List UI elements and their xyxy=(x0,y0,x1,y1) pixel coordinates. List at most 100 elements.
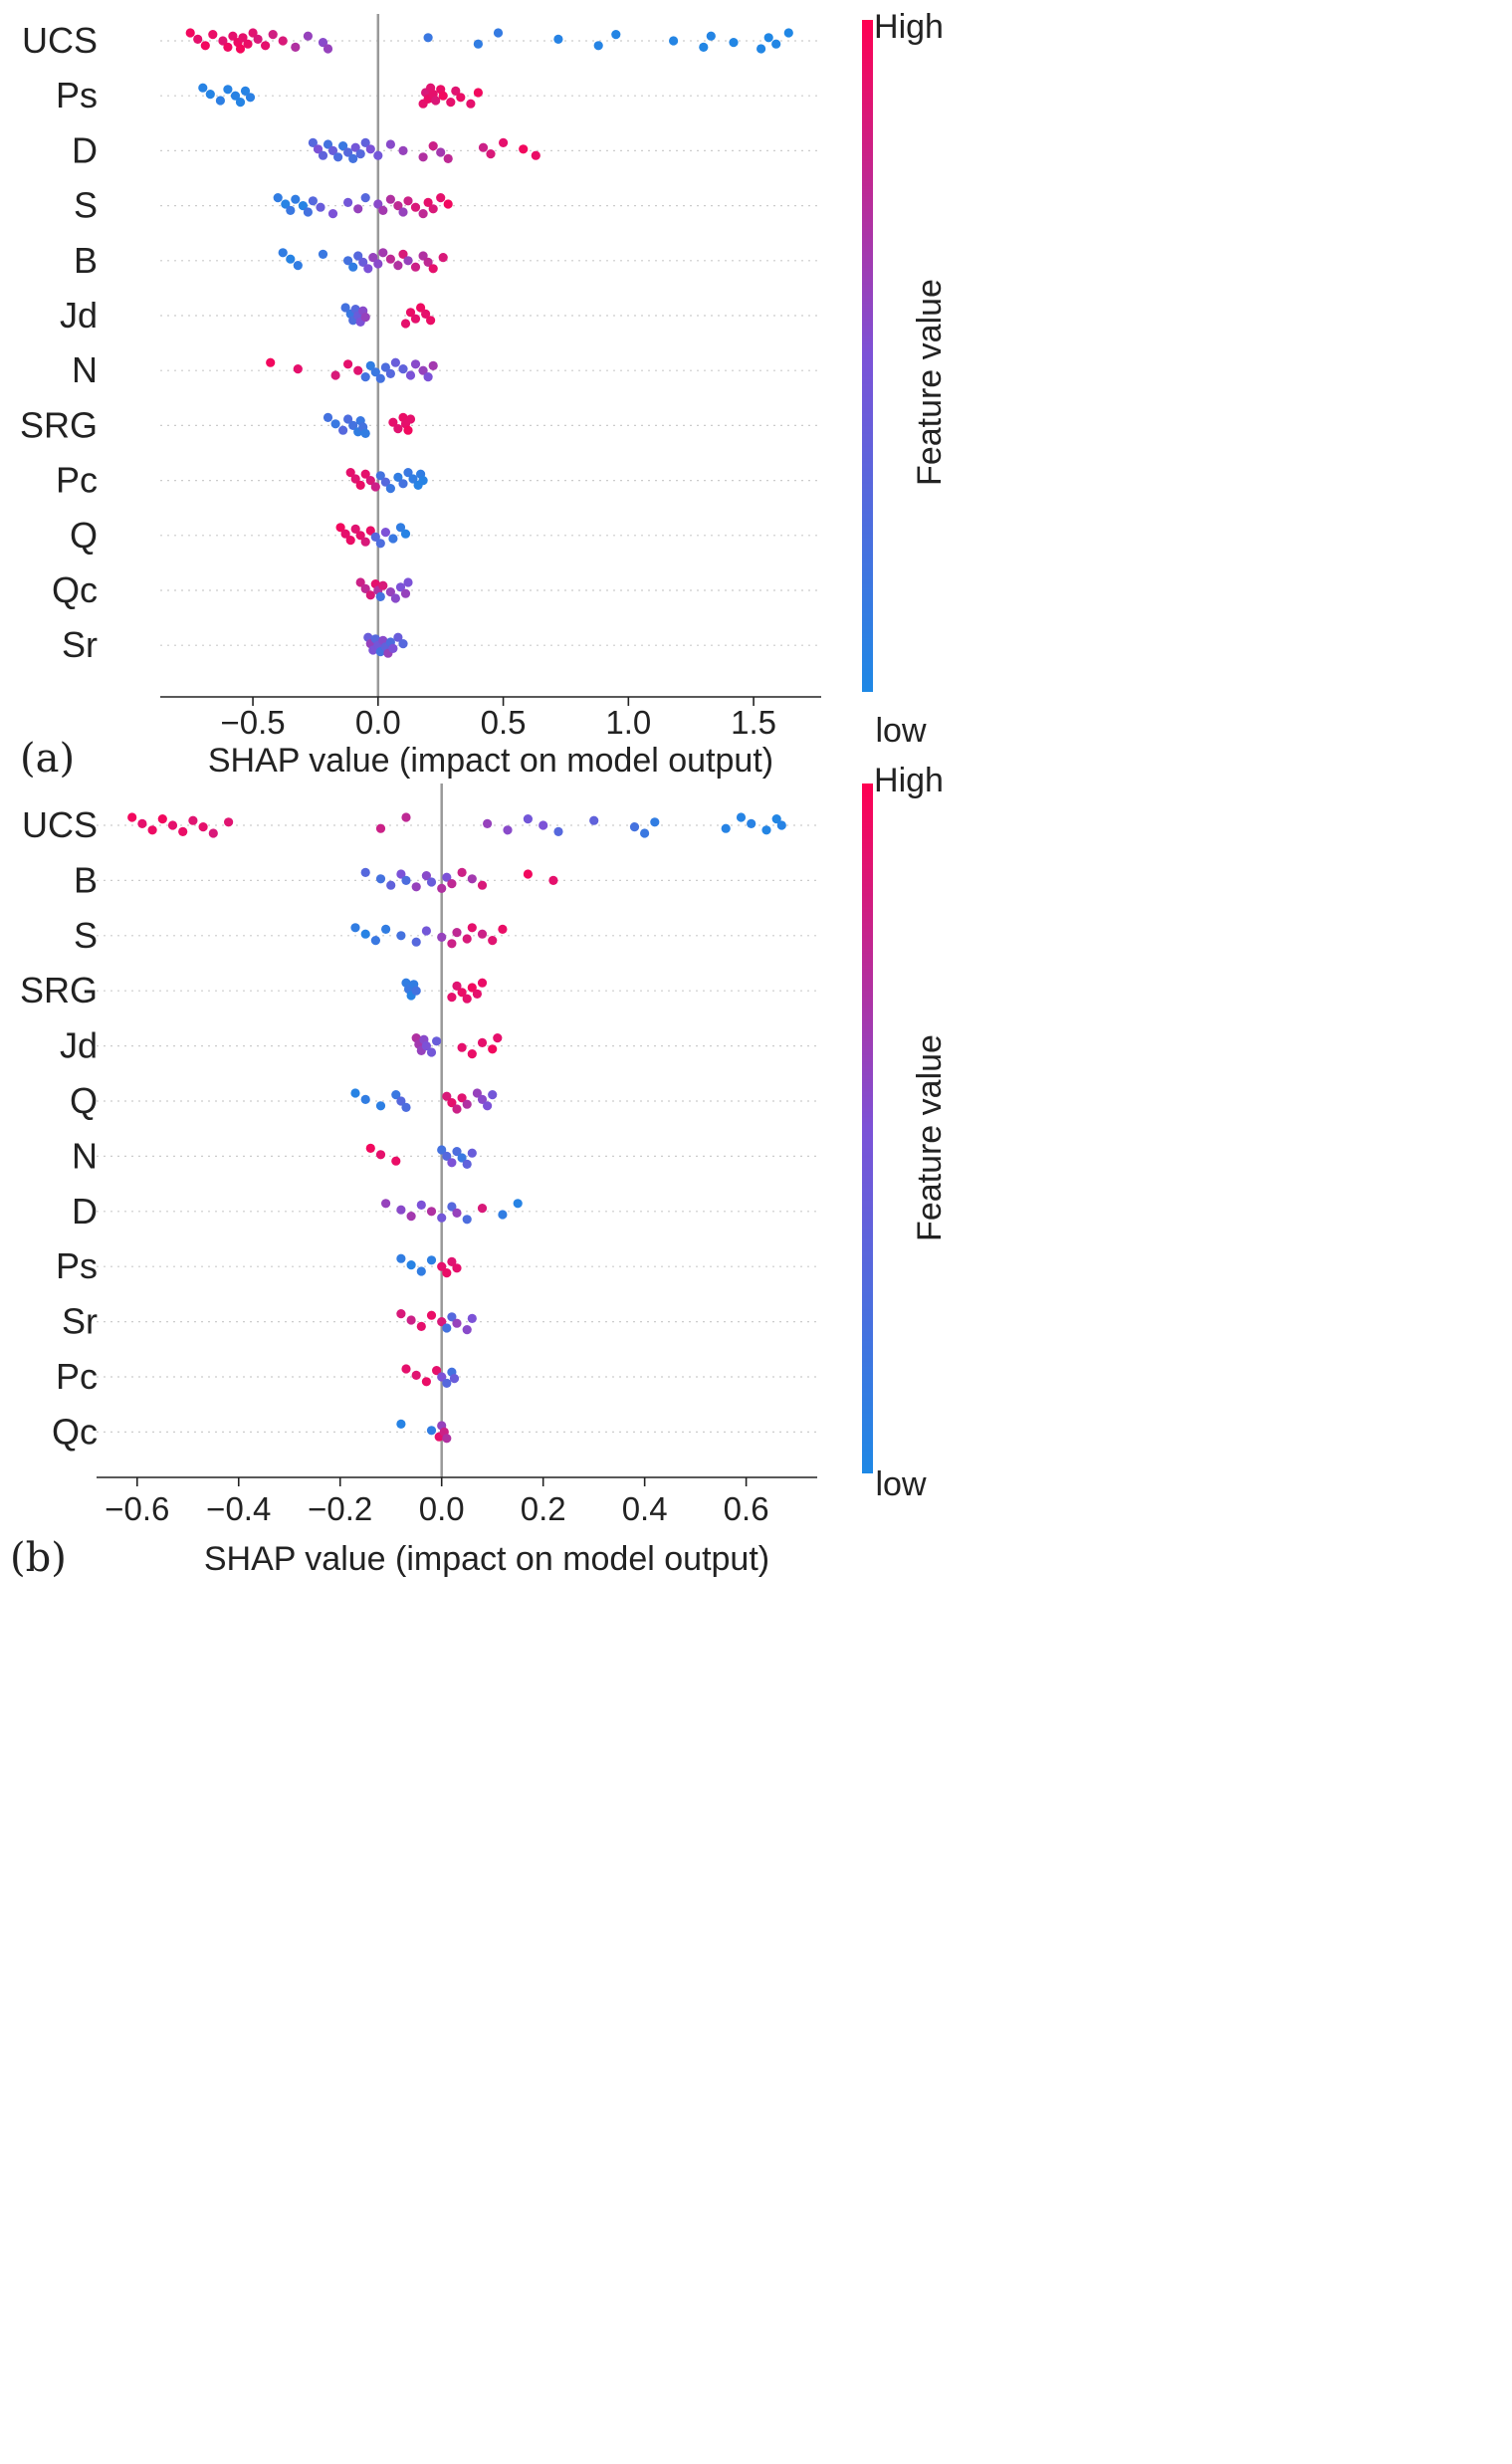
shap-point-UCS xyxy=(137,818,147,829)
shap-point-UCS xyxy=(218,36,228,46)
shap-point-UCS xyxy=(553,34,563,45)
shap-point-N xyxy=(410,359,421,369)
shap-point-UCS xyxy=(200,41,210,51)
shap-point-UCS xyxy=(553,826,563,837)
shap-point-D xyxy=(385,139,395,149)
shap-point-UCS xyxy=(291,42,301,53)
shap-point-Q xyxy=(477,1094,488,1104)
shap-point-Q xyxy=(472,1088,482,1098)
shap-point-B xyxy=(548,875,558,886)
shap-point-S xyxy=(273,193,283,203)
shap-point-D xyxy=(308,137,318,147)
feature-label-UCS: UCS xyxy=(22,804,98,845)
shap-point-D xyxy=(365,144,375,154)
shap-point-UCS xyxy=(640,828,650,838)
feature-label-Jd: Jd xyxy=(60,1025,98,1066)
shap-point-Q xyxy=(462,1099,472,1109)
shap-point-Ps xyxy=(396,1253,406,1263)
shap-point-S xyxy=(436,193,446,203)
shap-point-SRG xyxy=(405,414,416,424)
shap-point-SRG xyxy=(477,978,488,988)
shap-point-UCS xyxy=(629,822,640,832)
shap-point-Pc xyxy=(401,1364,411,1374)
shap-point-UCS xyxy=(235,44,246,54)
shap-point-Qc xyxy=(375,591,385,602)
shap-point-UCS xyxy=(318,38,328,48)
shap-point-Jd xyxy=(410,314,421,324)
shap-point-S xyxy=(421,926,431,936)
shap-point-UCS xyxy=(147,825,157,835)
shap-point-Sr xyxy=(393,632,403,642)
shap-point-D xyxy=(333,152,343,162)
shap-point-SRG xyxy=(403,425,413,435)
shap-point-Q xyxy=(370,532,380,543)
shap-point-N xyxy=(405,370,416,380)
shap-point-B xyxy=(418,251,428,261)
shap-point-Ps xyxy=(446,98,456,108)
shap-point-SRG xyxy=(467,983,477,993)
shap-point-Qc xyxy=(426,1426,437,1436)
shap-point-S xyxy=(353,204,363,214)
shap-point-SRG xyxy=(343,414,353,424)
shap-point-Q xyxy=(395,523,406,533)
shap-point-N xyxy=(375,1150,386,1160)
shap-point-N xyxy=(457,1153,467,1163)
shap-point-Jd xyxy=(426,316,436,326)
shap-point-Q xyxy=(442,1091,452,1101)
shap-point-S xyxy=(373,199,383,209)
shap-point-B xyxy=(318,249,328,259)
shap-point-UCS xyxy=(776,820,786,830)
shap-point-S xyxy=(447,939,457,949)
shap-point-D xyxy=(499,137,509,147)
shap-point-B xyxy=(360,867,370,878)
shap-point-UCS xyxy=(669,36,679,46)
shap-point-UCS xyxy=(736,812,747,822)
shap-point-Pc xyxy=(449,1374,460,1384)
shap-point-SRG xyxy=(330,419,340,429)
shap-point-UCS xyxy=(493,28,504,38)
shap-point-Sr xyxy=(426,1310,437,1320)
shap-point-Ps xyxy=(466,99,476,109)
shap-point-D xyxy=(478,142,489,152)
shap-point-Qc xyxy=(396,1419,406,1429)
shap-point-N xyxy=(293,364,303,374)
shap-point-S xyxy=(316,202,325,212)
panel-b: UCS BS SRG Jd QND Ps Sr Pc Qc −0.6 −0.4 −0.2 0.0 0.2 0… xyxy=(10,762,949,1581)
shap-point-Pc xyxy=(398,479,408,489)
shap-point-N xyxy=(353,365,363,375)
colorbar xyxy=(862,20,873,692)
shap-point-B xyxy=(398,249,408,259)
shap-point-Q xyxy=(350,524,360,535)
shap-point-N xyxy=(360,372,370,382)
x-tick-label: −0.4 xyxy=(206,1490,271,1527)
shap-point-Q xyxy=(355,531,365,541)
shap-point-D xyxy=(416,1200,426,1210)
shap-point-UCS xyxy=(783,28,793,38)
shap-point-Q xyxy=(340,529,350,539)
feature-label-Qc: Qc xyxy=(52,1411,98,1452)
shap-point-UCS xyxy=(223,42,233,53)
shap-point-UCS xyxy=(228,31,238,41)
shap-point-UCS xyxy=(593,41,603,51)
shap-point-D xyxy=(396,1205,406,1215)
shap-point-Pc xyxy=(360,469,370,479)
shap-point-UCS xyxy=(401,812,411,822)
shap-point-B xyxy=(523,869,534,879)
shap-point-Qc xyxy=(403,577,413,587)
shap-point-Qc xyxy=(355,577,365,587)
shap-point-B xyxy=(457,867,467,878)
shap-point-N xyxy=(418,365,428,375)
shap-point-D xyxy=(343,147,353,157)
shap-point-UCS xyxy=(198,822,208,832)
shap-point-B xyxy=(348,262,358,272)
feature-label-Pc: Pc xyxy=(56,1356,98,1397)
shap-point-D xyxy=(462,1215,472,1225)
shap-point-Sr xyxy=(416,1321,426,1331)
shap-point-Pc xyxy=(385,484,395,494)
feature-label-Sr: Sr xyxy=(62,1301,98,1342)
feature-label-UCS: UCS xyxy=(22,20,98,61)
shap-point-N xyxy=(266,357,276,367)
shap-point-Ps xyxy=(438,91,448,101)
shap-point-N xyxy=(380,362,390,372)
shap-point-SRG xyxy=(323,412,333,422)
